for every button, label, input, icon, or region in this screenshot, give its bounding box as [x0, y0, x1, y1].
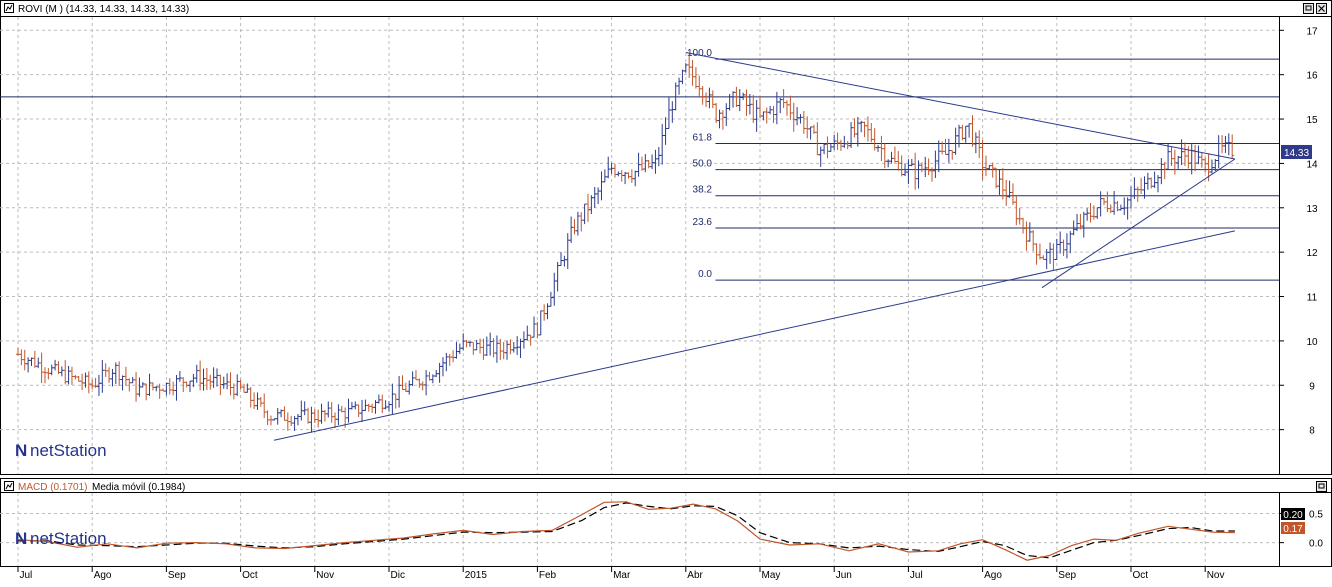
fib-level-label: 100.0	[687, 48, 712, 59]
price-tick-label: 16	[1306, 71, 1318, 82]
svg-text:0.17: 0.17	[1283, 524, 1303, 535]
ohlc-bars	[16, 54, 1235, 433]
macd-restore-icon[interactable]	[1316, 481, 1327, 492]
macd-panel[interactable]	[0, 478, 1332, 567]
time-tick-label: Dic	[391, 570, 405, 581]
last-price-badge: 14.33	[1281, 145, 1312, 159]
svg-text:14.33: 14.33	[1284, 148, 1309, 159]
price-tick-label: 14	[1306, 159, 1318, 170]
svg-text:0.20: 0.20	[1283, 510, 1303, 521]
macd-value-badge: 0.17	[1281, 522, 1305, 535]
price-panel-title: ROVI (M ) (14.33, 14.33, 14.33, 14.33)	[18, 4, 189, 15]
price-tick-label: 12	[1306, 248, 1318, 259]
time-tick-label: 2015	[465, 570, 488, 581]
price-tick-label: 8	[1309, 426, 1315, 437]
time-tick-label: Abr	[687, 570, 703, 581]
time-tick-label: Nov	[316, 570, 334, 581]
svg-text:netStation: netStation	[30, 441, 107, 460]
trendline[interactable]	[1041, 158, 1236, 289]
signal-legend: Media móvil (0.1984)	[92, 482, 185, 493]
time-tick-label: May	[762, 570, 781, 581]
trendlines[interactable]	[273, 52, 1236, 441]
price-tick-label: 10	[1306, 337, 1318, 348]
fib-level-label: 23.6	[693, 217, 713, 228]
macd-chart-icon[interactable]	[4, 481, 14, 491]
restore-icon[interactable]	[1303, 3, 1314, 14]
time-tick-label: Oct	[242, 570, 258, 581]
time-tick-label: Oct	[1133, 570, 1149, 581]
time-tick-label: Mar	[613, 570, 631, 581]
ohlc-bar	[1230, 134, 1235, 159]
time-axis: Jul Ago Sep Oct Nov Dic 2015 Feb Mar Abr May Jun Jul…	[17, 566, 1225, 581]
time-tick-label: Sep	[1058, 570, 1076, 581]
signal-value-badge: 0.20	[1281, 508, 1305, 521]
price-tick-label: 9	[1309, 381, 1315, 392]
time-tick-label: Jul	[20, 570, 33, 581]
time-tick-label: Nov	[1207, 570, 1225, 581]
fib-level-label: 38.2	[693, 185, 713, 196]
time-tick-label: Ago	[984, 570, 1002, 581]
price-tick-label: 17	[1306, 26, 1318, 37]
svg-text:N: N	[15, 441, 27, 460]
time-tick-label: Sep	[168, 570, 186, 581]
price-tick-label: 15	[1306, 115, 1318, 126]
macd-tick-label: 0.5	[1309, 509, 1323, 520]
chart-icon[interactable]	[4, 3, 14, 13]
time-tick-label: Jul	[910, 570, 923, 581]
svg-text:N: N	[15, 529, 27, 548]
time-tick-label: Feb	[539, 570, 557, 581]
macd-grid	[0, 493, 1279, 566]
time-tick-label: Ago	[94, 570, 112, 581]
price-tick-label: 11	[1307, 293, 1318, 304]
time-tick-label: Jun	[836, 570, 852, 581]
fib-level-label: 61.8	[693, 133, 713, 144]
fib-level-label: 0.0	[698, 269, 712, 280]
macd-netstation-logo: N netStation	[15, 529, 107, 548]
macd-lines	[17, 501, 1235, 561]
macd-tick-label: 0.0	[1309, 539, 1323, 550]
price-panel[interactable]	[0, 0, 1332, 475]
macd-line	[17, 501, 1235, 561]
price-y-axis: 8 9 10 11 12 13 14 15 16 17	[1279, 26, 1318, 437]
netstation-logo: N netStation	[15, 441, 107, 460]
svg-text:netStation: netStation	[30, 529, 107, 548]
close-icon[interactable]	[1316, 3, 1327, 14]
price-tick-label: 13	[1306, 204, 1318, 215]
fib-level-label: 50.0	[693, 159, 713, 170]
macd-legend: MACD (0.1701)	[18, 482, 87, 493]
trendline[interactable]	[685, 52, 1235, 160]
